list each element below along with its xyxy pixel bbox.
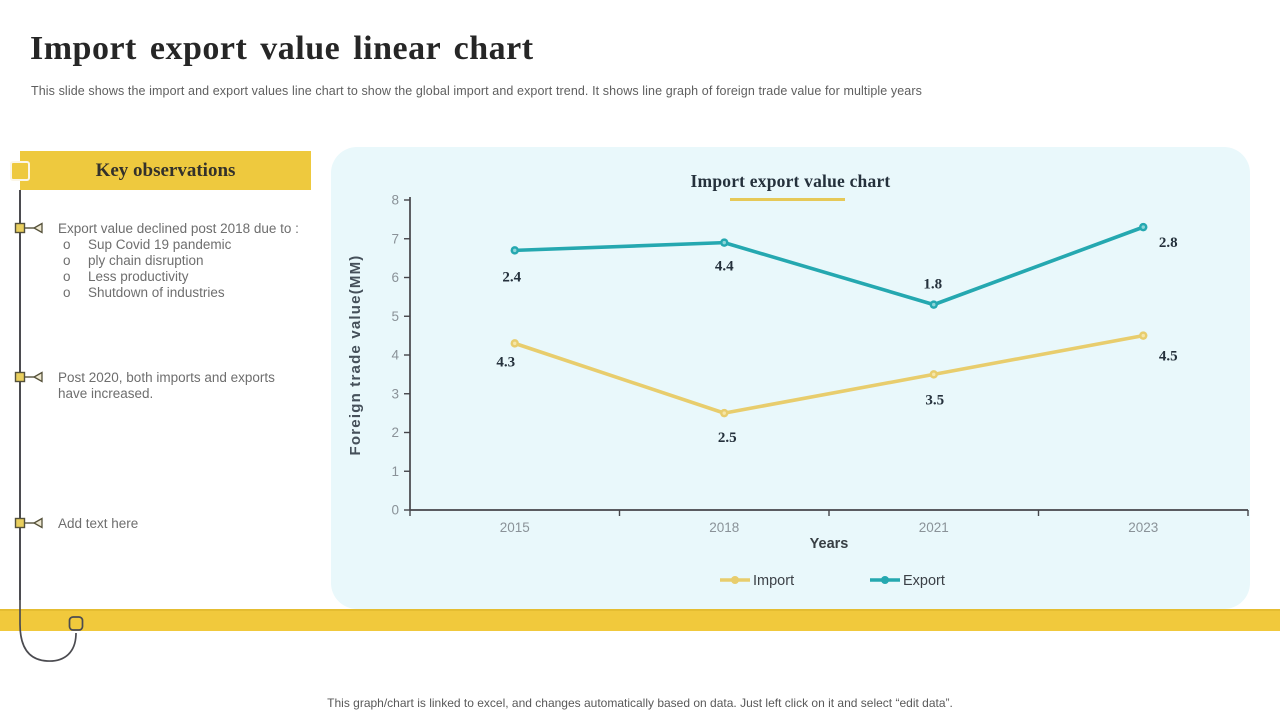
legend-marker-dot xyxy=(731,576,739,584)
observation-subitem: o Sup Covid 19 pandemic xyxy=(63,237,232,252)
chart-panel[interactable]: Import export value chart 0 1 2 3 4 5 6 7 8 2015 2… xyxy=(331,147,1250,609)
export-data-label: 4.4 xyxy=(715,259,734,275)
accent-square-icon xyxy=(10,161,30,181)
export-data-label: 2.8 xyxy=(1159,235,1178,251)
page-subtitle: This slide shows the import and export v… xyxy=(31,84,922,98)
bottom-accent-bar xyxy=(0,609,1280,631)
y-tick-label: 3 xyxy=(391,386,399,401)
legend-label: Export xyxy=(903,573,945,589)
chart-title-underline xyxy=(730,198,845,201)
import-data-label: 4.3 xyxy=(496,354,515,370)
y-axis-title: Foreign trade value(MM) xyxy=(347,255,364,456)
observation-text: Export value declined post 2018 due to : xyxy=(58,221,299,236)
y-tick-label: 8 xyxy=(391,193,399,208)
import-point-center xyxy=(513,341,517,346)
footer-note: This graph/chart is linked to excel, and… xyxy=(327,696,953,710)
x-tick-label: 2023 xyxy=(1128,520,1158,535)
import-point-center xyxy=(932,372,936,377)
x-tick-label: 2015 xyxy=(500,520,530,535)
observation-subitem: o Shutdown of industries xyxy=(63,285,225,300)
observation-subitem: o ply chain disruption xyxy=(63,253,204,268)
page-title: Import export value linear chart xyxy=(30,30,534,67)
observation-item: Post 2020, both imports and exports have… xyxy=(58,370,283,402)
export-point-center xyxy=(932,302,936,307)
x-axis-title: Years xyxy=(810,536,849,552)
export-data-label: 1.8 xyxy=(923,277,942,293)
export-line xyxy=(512,225,1146,307)
bullet-connector-icon xyxy=(14,222,43,234)
export-point-center xyxy=(722,240,726,245)
chart-title: Import export value chart xyxy=(690,171,891,191)
x-tick-label: 2018 xyxy=(709,520,739,535)
import-point-center xyxy=(722,411,726,415)
import-data-label: 2.5 xyxy=(718,430,737,446)
observation-subitem: o Less productivity xyxy=(63,269,189,284)
y-tick-label: 7 xyxy=(391,231,399,246)
bullet-connector-icon xyxy=(14,371,43,383)
import-point-center xyxy=(1141,333,1145,338)
y-tick-label: 2 xyxy=(391,425,399,440)
observation-item: Export value declined post 2018 due to :… xyxy=(58,221,318,301)
export-point-center xyxy=(513,248,517,253)
connector-hook-curve xyxy=(19,600,84,662)
legend-label: Import xyxy=(753,573,794,589)
add-text-placeholder[interactable]: Add text here xyxy=(58,516,139,531)
observation-text: Post 2020, both imports and exports have… xyxy=(58,370,275,401)
y-tick-label: 1 xyxy=(391,464,399,479)
import-data-label: 4.5 xyxy=(1159,349,1178,365)
x-tick-label: 2021 xyxy=(919,520,949,535)
y-tick-label: 5 xyxy=(391,309,399,324)
import-line xyxy=(512,333,1146,415)
y-tick-label: 0 xyxy=(391,503,399,518)
import-data-label: 3.5 xyxy=(925,392,944,408)
y-tick-label: 4 xyxy=(391,348,399,363)
export-point-center xyxy=(1141,225,1145,229)
bullet-connector-icon xyxy=(14,517,43,529)
import-export-line-chart[interactable]: 0 1 2 3 4 5 6 7 8 2015 2018 2021 2023 Years Foreign tr… xyxy=(331,147,1250,609)
y-tick-label: 6 xyxy=(391,270,399,285)
key-observations-header: Key observations xyxy=(20,151,311,190)
connector-vertical-line xyxy=(19,190,21,600)
legend-marker-dot xyxy=(881,576,889,584)
export-data-label: 2.4 xyxy=(502,269,521,285)
